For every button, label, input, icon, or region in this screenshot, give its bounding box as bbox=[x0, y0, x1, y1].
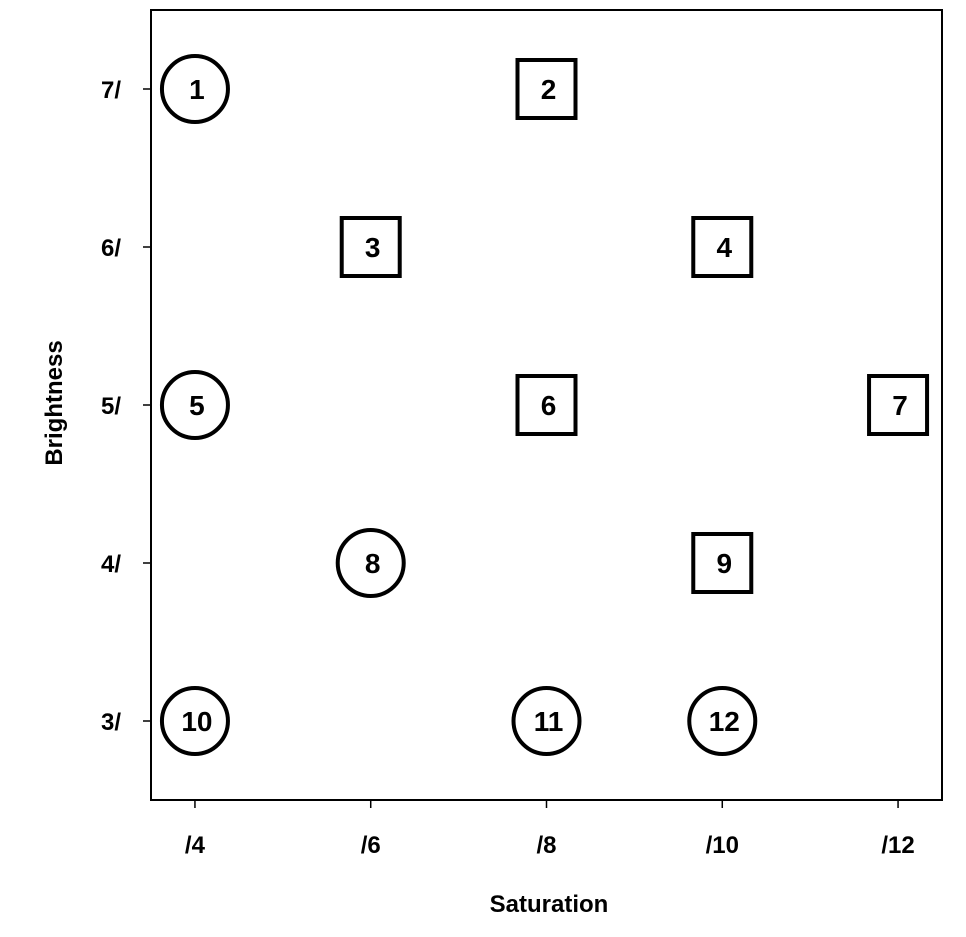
circle-marker bbox=[159, 54, 230, 124]
point-label: 10 bbox=[181, 706, 212, 737]
point-label: 1 bbox=[189, 74, 205, 105]
circle-marker bbox=[159, 686, 230, 756]
point-label: 7 bbox=[892, 390, 908, 421]
x-axis-title: Saturation bbox=[490, 891, 609, 918]
square-marker bbox=[339, 216, 402, 278]
point-label: 5 bbox=[189, 390, 205, 421]
data-point: 12 bbox=[687, 686, 758, 756]
data-point: 1 bbox=[159, 54, 230, 124]
y-axis: 7/6/5/4/3/ bbox=[101, 77, 151, 736]
point-label: 8 bbox=[365, 548, 381, 579]
point-label: 9 bbox=[716, 548, 732, 579]
data-point: 4 bbox=[691, 216, 754, 278]
data-points: 1 23 45 6 78 910 11 12 bbox=[159, 54, 930, 756]
point-label: 6 bbox=[541, 390, 557, 421]
data-point: 8 bbox=[335, 528, 406, 598]
y-tick-label: 5/ bbox=[101, 393, 121, 420]
point-label: 12 bbox=[709, 706, 740, 737]
x-tick-label: /8 bbox=[536, 832, 556, 859]
point-label: 4 bbox=[716, 232, 732, 263]
x-tick-label: /6 bbox=[361, 832, 381, 859]
circle-marker bbox=[159, 370, 230, 440]
square-marker bbox=[515, 58, 578, 120]
data-point: 7 bbox=[867, 374, 930, 436]
circle-marker bbox=[687, 686, 758, 756]
circle-marker bbox=[511, 686, 582, 756]
square-marker bbox=[515, 374, 578, 436]
square-marker bbox=[691, 216, 754, 278]
y-tick-label: 3/ bbox=[101, 709, 121, 736]
point-label: 3 bbox=[365, 232, 381, 263]
y-tick-label: 7/ bbox=[101, 77, 121, 104]
point-label: 2 bbox=[541, 74, 557, 105]
data-point: 6 bbox=[515, 374, 578, 436]
y-tick-label: 4/ bbox=[101, 551, 121, 578]
data-point: 11 bbox=[511, 686, 582, 756]
circle-marker bbox=[335, 528, 406, 598]
x-tick-label: /10 bbox=[706, 832, 739, 859]
square-marker bbox=[691, 532, 754, 594]
x-tick-label: /12 bbox=[881, 832, 914, 859]
point-label: 11 bbox=[534, 706, 564, 737]
square-marker bbox=[867, 374, 930, 436]
data-point: 2 bbox=[515, 58, 578, 120]
data-point: 9 bbox=[691, 532, 754, 594]
y-tick-label: 6/ bbox=[101, 235, 121, 262]
data-point: 10 bbox=[159, 686, 230, 756]
y-axis-title: Brightness bbox=[41, 340, 68, 465]
x-axis: /4/6/8/10/12 bbox=[185, 800, 915, 859]
data-point: 3 bbox=[339, 216, 402, 278]
x-tick-label: /4 bbox=[185, 832, 206, 859]
data-point: 5 bbox=[159, 370, 230, 440]
